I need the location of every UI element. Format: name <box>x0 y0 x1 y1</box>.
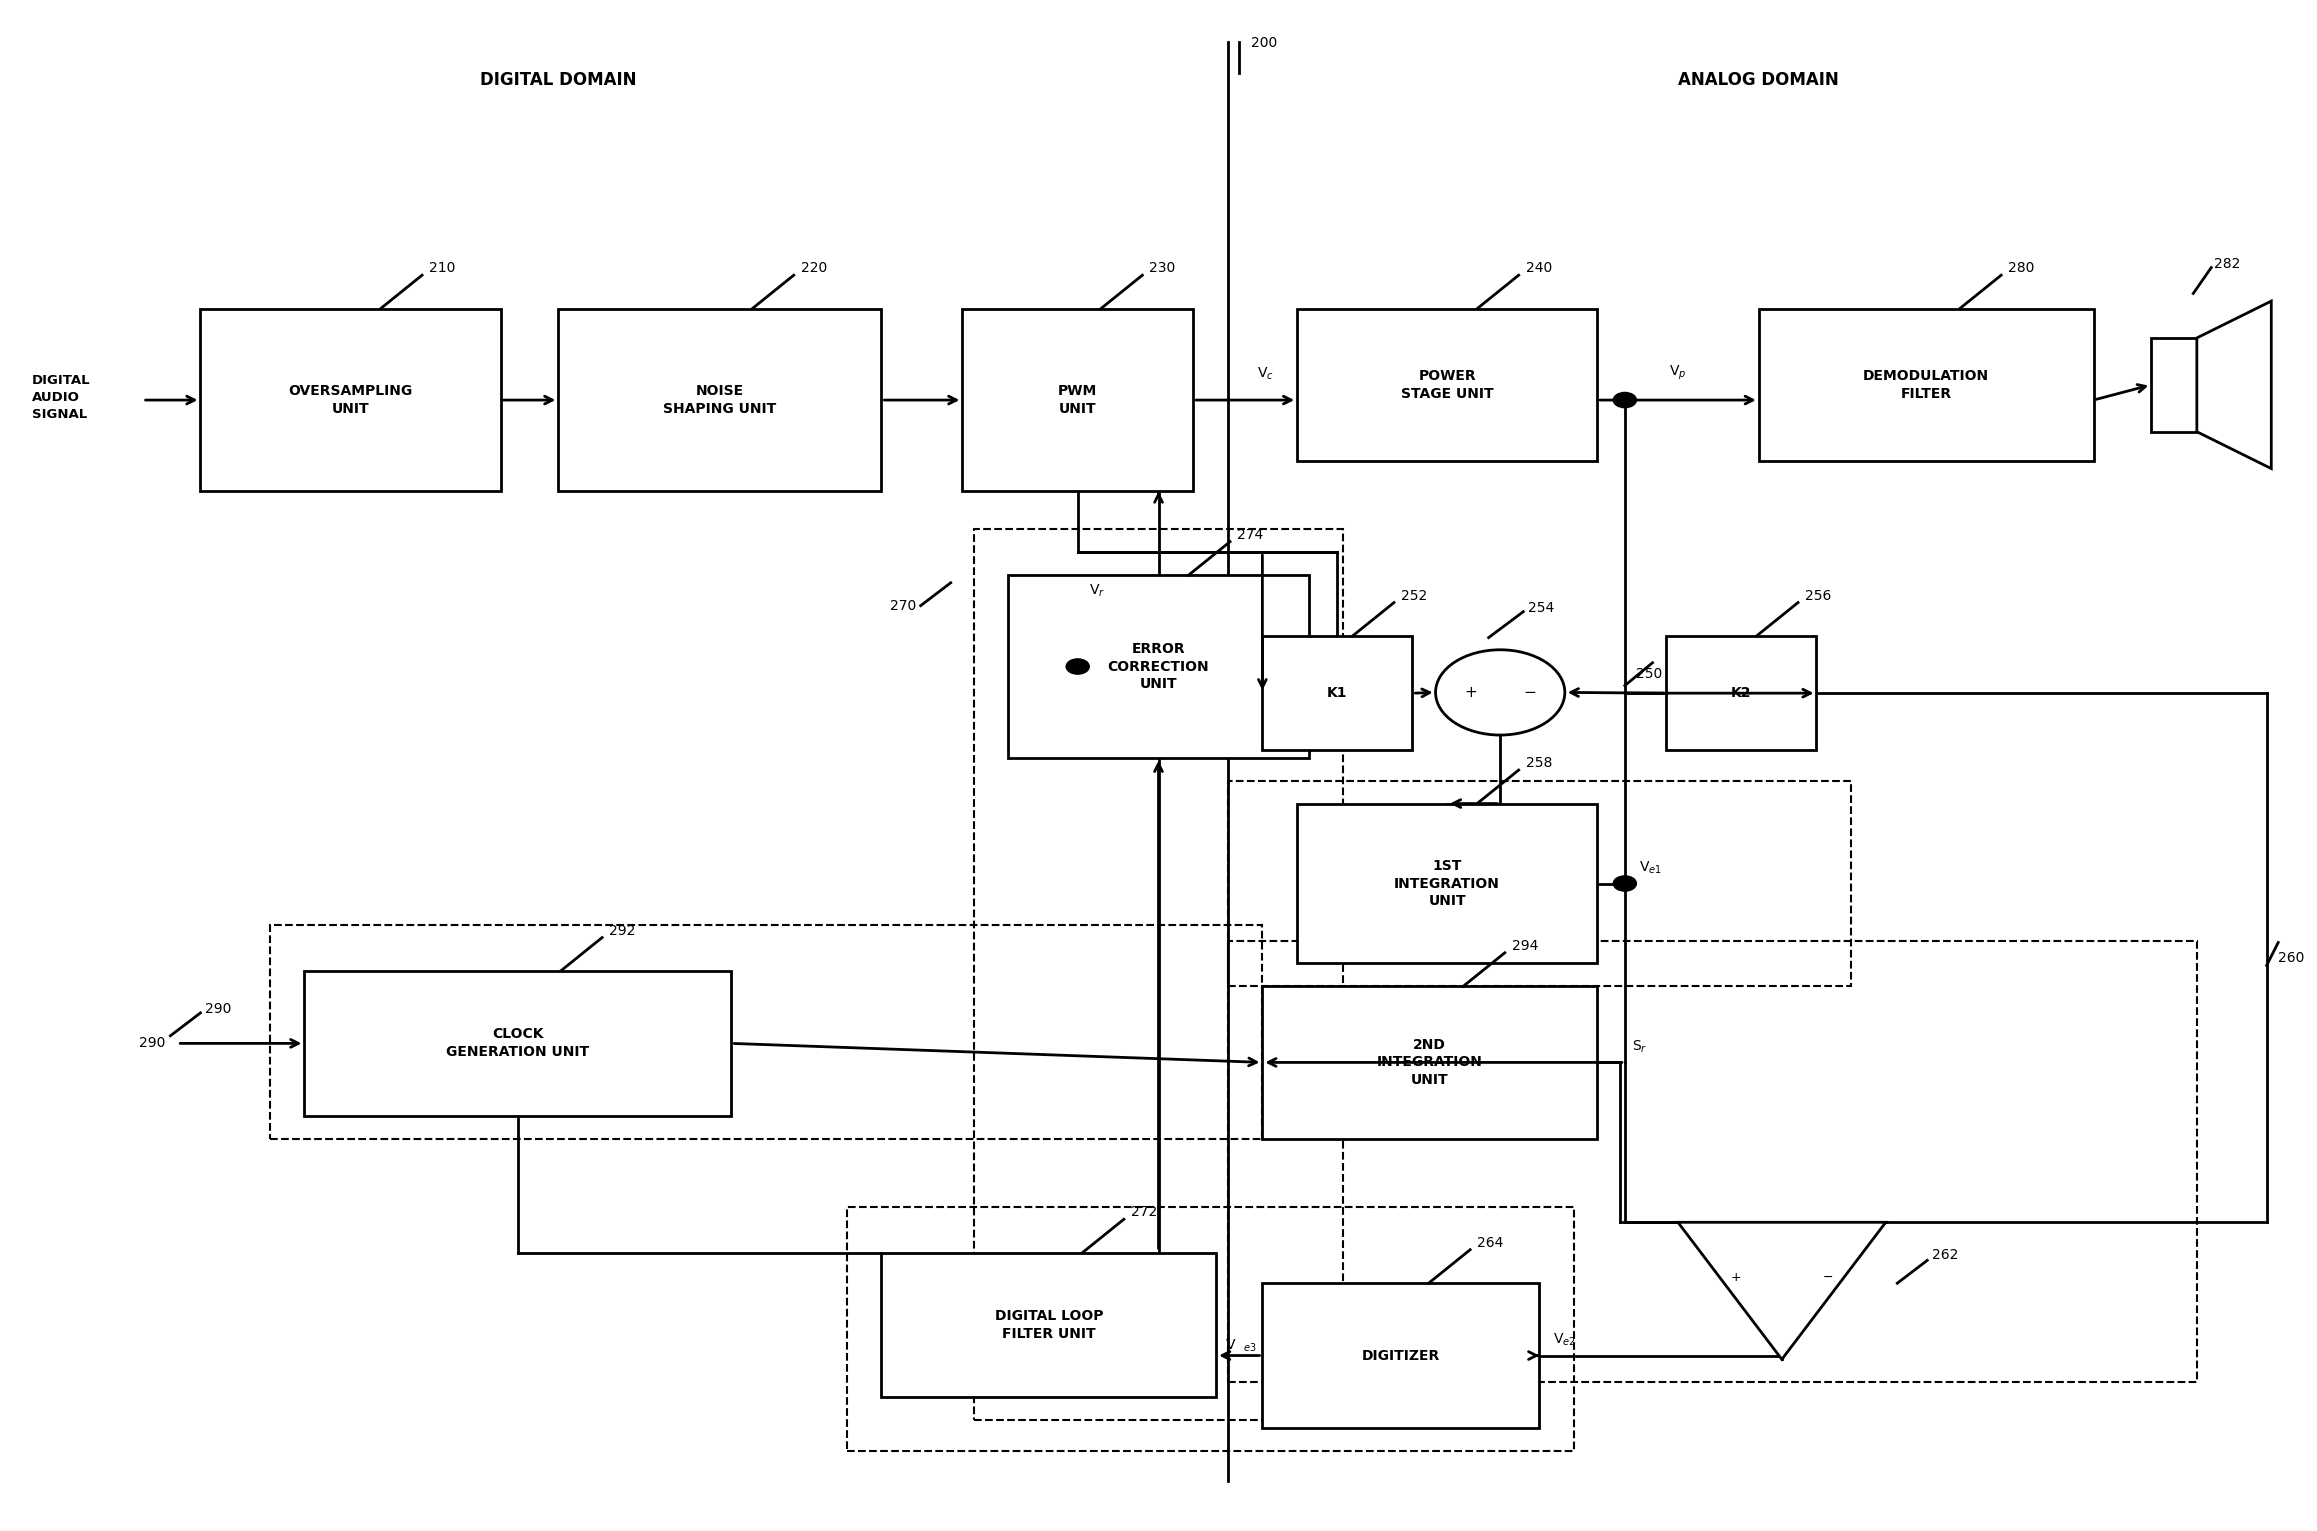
Text: −: − <box>1522 684 1536 700</box>
FancyBboxPatch shape <box>962 309 1193 491</box>
Text: 294: 294 <box>1511 939 1538 952</box>
Text: ERROR
CORRECTION
UNIT: ERROR CORRECTION UNIT <box>1108 641 1209 692</box>
Text: CLOCK
GENERATION UNIT: CLOCK GENERATION UNIT <box>447 1027 589 1059</box>
Text: OVERSAMPLING
UNIT: OVERSAMPLING UNIT <box>287 384 412 416</box>
Polygon shape <box>2197 302 2271 468</box>
Text: 252: 252 <box>1402 588 1427 603</box>
FancyBboxPatch shape <box>1666 635 1817 750</box>
Text: 290: 290 <box>139 1036 167 1050</box>
FancyBboxPatch shape <box>880 1252 1216 1398</box>
Text: V$_r$: V$_r$ <box>1089 583 1105 599</box>
Text: 260: 260 <box>2278 951 2305 965</box>
Text: 274: 274 <box>1237 528 1263 542</box>
Text: V  $_{e3}$: V $_{e3}$ <box>1226 1337 1258 1353</box>
Circle shape <box>1613 876 1636 891</box>
Text: 258: 258 <box>1525 756 1552 770</box>
Text: 230: 230 <box>1149 262 1175 276</box>
FancyBboxPatch shape <box>1298 804 1596 963</box>
Text: 264: 264 <box>1478 1236 1504 1249</box>
Text: 200: 200 <box>1251 35 1277 51</box>
Circle shape <box>1437 649 1564 735</box>
Text: −: − <box>1821 1271 1833 1283</box>
Text: ANALOG DOMAIN: ANALOG DOMAIN <box>1678 72 1840 89</box>
FancyBboxPatch shape <box>1263 635 1413 750</box>
Text: +: + <box>1731 1271 1742 1283</box>
FancyBboxPatch shape <box>304 971 732 1116</box>
Text: 292: 292 <box>609 923 635 937</box>
Text: V$_{e2}$: V$_{e2}$ <box>1552 1332 1576 1347</box>
Text: NOISE
SHAPING UNIT: NOISE SHAPING UNIT <box>663 384 776 416</box>
Text: POWER
STAGE UNIT: POWER STAGE UNIT <box>1402 369 1494 401</box>
Text: 2ND
INTEGRATION
UNIT: 2ND INTEGRATION UNIT <box>1376 1038 1483 1087</box>
Text: 220: 220 <box>802 262 827 276</box>
Text: +: + <box>1464 684 1478 700</box>
FancyBboxPatch shape <box>1298 309 1596 461</box>
Text: 270: 270 <box>890 599 915 612</box>
Text: PWM
UNIT: PWM UNIT <box>1059 384 1098 416</box>
Text: 282: 282 <box>2213 257 2241 271</box>
FancyBboxPatch shape <box>558 309 880 491</box>
FancyBboxPatch shape <box>199 309 500 491</box>
Text: DEMODULATION
FILTER: DEMODULATION FILTER <box>1863 369 1990 401</box>
Bar <box>2150 338 2197 432</box>
Text: 250: 250 <box>1636 668 1664 681</box>
Text: 254: 254 <box>1527 600 1555 615</box>
Text: S$_r$: S$_r$ <box>1631 1038 1647 1055</box>
Text: 280: 280 <box>2009 262 2034 276</box>
Text: K2: K2 <box>1731 686 1752 700</box>
Text: V$_{e1}$: V$_{e1}$ <box>1638 859 1661 876</box>
Circle shape <box>1613 392 1636 407</box>
Text: V$_c$: V$_c$ <box>1256 366 1274 381</box>
Text: K1: K1 <box>1328 686 1348 700</box>
Text: 272: 272 <box>1131 1205 1156 1219</box>
FancyBboxPatch shape <box>1759 309 2095 461</box>
FancyBboxPatch shape <box>1008 576 1309 758</box>
Text: DIGITAL LOOP
FILTER UNIT: DIGITAL LOOP FILTER UNIT <box>994 1309 1103 1341</box>
Text: DIGITAL DOMAIN: DIGITAL DOMAIN <box>480 72 637 89</box>
Text: DIGITAL
AUDIO
SIGNAL: DIGITAL AUDIO SIGNAL <box>32 374 90 421</box>
Text: 262: 262 <box>1932 1248 1958 1262</box>
Text: 290: 290 <box>204 1001 232 1017</box>
Text: 1ST
INTEGRATION
UNIT: 1ST INTEGRATION UNIT <box>1395 859 1499 908</box>
Polygon shape <box>1678 1222 1886 1360</box>
Text: 240: 240 <box>1525 262 1552 276</box>
Text: V$_p$: V$_p$ <box>1668 363 1687 381</box>
Circle shape <box>1066 658 1089 674</box>
FancyBboxPatch shape <box>1263 1283 1538 1428</box>
FancyBboxPatch shape <box>1263 986 1596 1139</box>
Text: DIGITIZER: DIGITIZER <box>1362 1349 1441 1363</box>
Text: 256: 256 <box>1805 588 1830 603</box>
Text: 210: 210 <box>429 262 456 276</box>
